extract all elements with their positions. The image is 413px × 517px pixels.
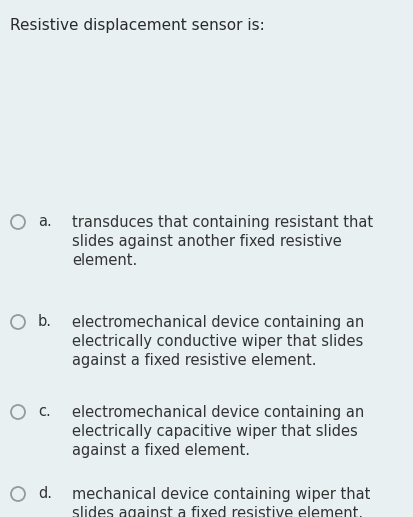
Text: electrically conductive wiper that slides: electrically conductive wiper that slide… [72, 334, 363, 349]
Circle shape [11, 405, 25, 419]
Text: electromechanical device containing an: electromechanical device containing an [72, 315, 364, 330]
Text: element.: element. [72, 253, 137, 268]
Text: a.: a. [38, 215, 52, 230]
Text: electromechanical device containing an: electromechanical device containing an [72, 405, 364, 420]
Circle shape [11, 315, 25, 329]
Circle shape [11, 215, 25, 229]
Text: mechanical device containing wiper that: mechanical device containing wiper that [72, 487, 370, 502]
Text: against a fixed element.: against a fixed element. [72, 443, 250, 458]
Text: against a fixed resistive element.: against a fixed resistive element. [72, 353, 316, 368]
Text: slides against another fixed resistive: slides against another fixed resistive [72, 234, 342, 249]
Circle shape [11, 487, 25, 501]
Text: Resistive displacement sensor is:: Resistive displacement sensor is: [10, 18, 265, 33]
Text: electrically capacitive wiper that slides: electrically capacitive wiper that slide… [72, 424, 358, 439]
Text: transduces that containing resistant that: transduces that containing resistant tha… [72, 215, 373, 230]
Text: slides against a fixed resistive element.: slides against a fixed resistive element… [72, 506, 363, 517]
Text: b.: b. [38, 314, 52, 329]
Text: c.: c. [38, 404, 51, 419]
Text: d.: d. [38, 486, 52, 501]
